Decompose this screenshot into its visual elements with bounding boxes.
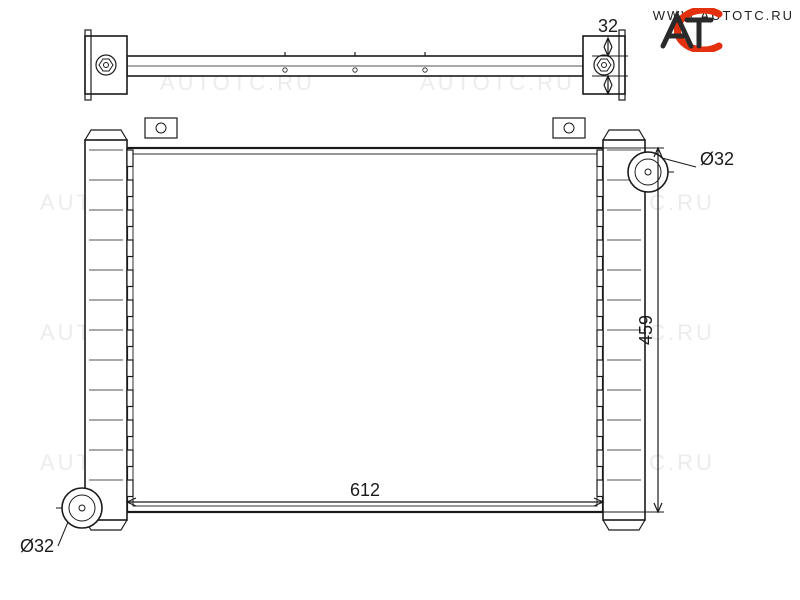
site-header: WWW.AUTOTC.RU [653,8,794,23]
svg-text:Ø32: Ø32 [700,149,734,169]
logo-icon [653,8,731,52]
svg-text:612: 612 [350,480,380,500]
drawing-canvas: AUTOTC.RUAUTOTC.RUAUTOTC.RUAUTOTC.RUAUTO… [0,0,800,600]
svg-text:32: 32 [598,16,618,36]
svg-text:Ø32: Ø32 [20,536,54,556]
diagram-svg: 32 Ø32 Ø32 612 459 [0,0,800,600]
svg-text:459: 459 [636,315,656,345]
